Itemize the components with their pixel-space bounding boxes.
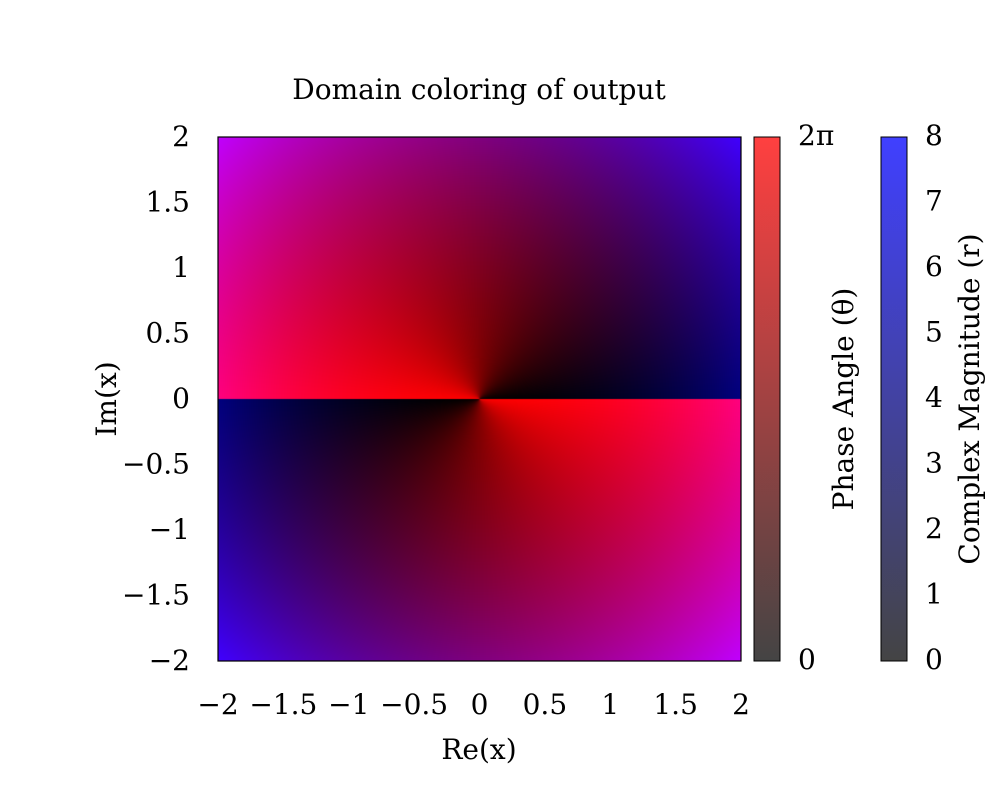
- y-tick-label: 0.5: [145, 317, 190, 350]
- phase-colorbar-label: Phase Angle (θ): [827, 288, 860, 511]
- y-tick-label: 1: [172, 251, 190, 284]
- phase-colorbar: [753, 136, 781, 662]
- magnitude-tick-label: 4: [925, 381, 943, 414]
- phase-colorbar-tick-bottom: 0: [798, 643, 816, 676]
- magnitude-colorbar: [880, 136, 908, 662]
- x-tick-label: 1.5: [653, 688, 698, 721]
- magnitude-tick-label: 0: [925, 643, 943, 676]
- y-tick-label: 2: [172, 120, 190, 153]
- y-tick-label: −1.5: [122, 579, 190, 612]
- y-tick-label: −1: [149, 513, 190, 546]
- x-tick-label: 0.5: [523, 688, 568, 721]
- y-tick-label: −2: [149, 644, 190, 677]
- magnitude-tick-label: 2: [925, 512, 943, 545]
- x-tick-label: −0.5: [380, 688, 448, 721]
- x-tick-label: 0: [471, 688, 489, 721]
- y-axis-label: Im(x): [90, 361, 123, 436]
- x-axis-label: Re(x): [441, 733, 516, 766]
- chart-title: Domain coloring of output: [292, 73, 666, 106]
- magnitude-tick-label: 3: [925, 447, 943, 480]
- x-tick-label: 2: [732, 688, 750, 721]
- phase-colorbar-tick-top: 2π: [798, 119, 834, 152]
- domain-coloring-heatmap: [218, 137, 741, 661]
- magnitude-tick-label: 7: [925, 185, 943, 218]
- magnitude-tick-label: 8: [925, 119, 943, 152]
- x-axis-ticks: −2 −1.5 −1 −0.5 0 0.5 1 1.5 2: [197, 688, 750, 721]
- y-tick-label: −0.5: [122, 448, 190, 481]
- x-tick-label: −1: [328, 688, 369, 721]
- y-axis-ticks: 2 1.5 1 0.5 0 −0.5 −1 −1.5 −2: [122, 120, 190, 677]
- magnitude-tick-label: 5: [925, 316, 943, 349]
- magnitude-tick-label: 1: [925, 578, 943, 611]
- x-tick-label: −1.5: [249, 688, 317, 721]
- y-tick-label: 0: [172, 382, 190, 415]
- plot-frame: [217, 136, 742, 662]
- magnitude-colorbar-ticks: 8 7 6 5 4 3 2 1 0: [925, 119, 943, 676]
- magnitude-tick-label: 6: [925, 250, 943, 283]
- x-tick-label: 1: [601, 688, 619, 721]
- magnitude-colorbar-label: Complex Magnitude (r): [953, 233, 986, 564]
- x-tick-label: −2: [197, 688, 238, 721]
- y-tick-label: 1.5: [145, 186, 190, 219]
